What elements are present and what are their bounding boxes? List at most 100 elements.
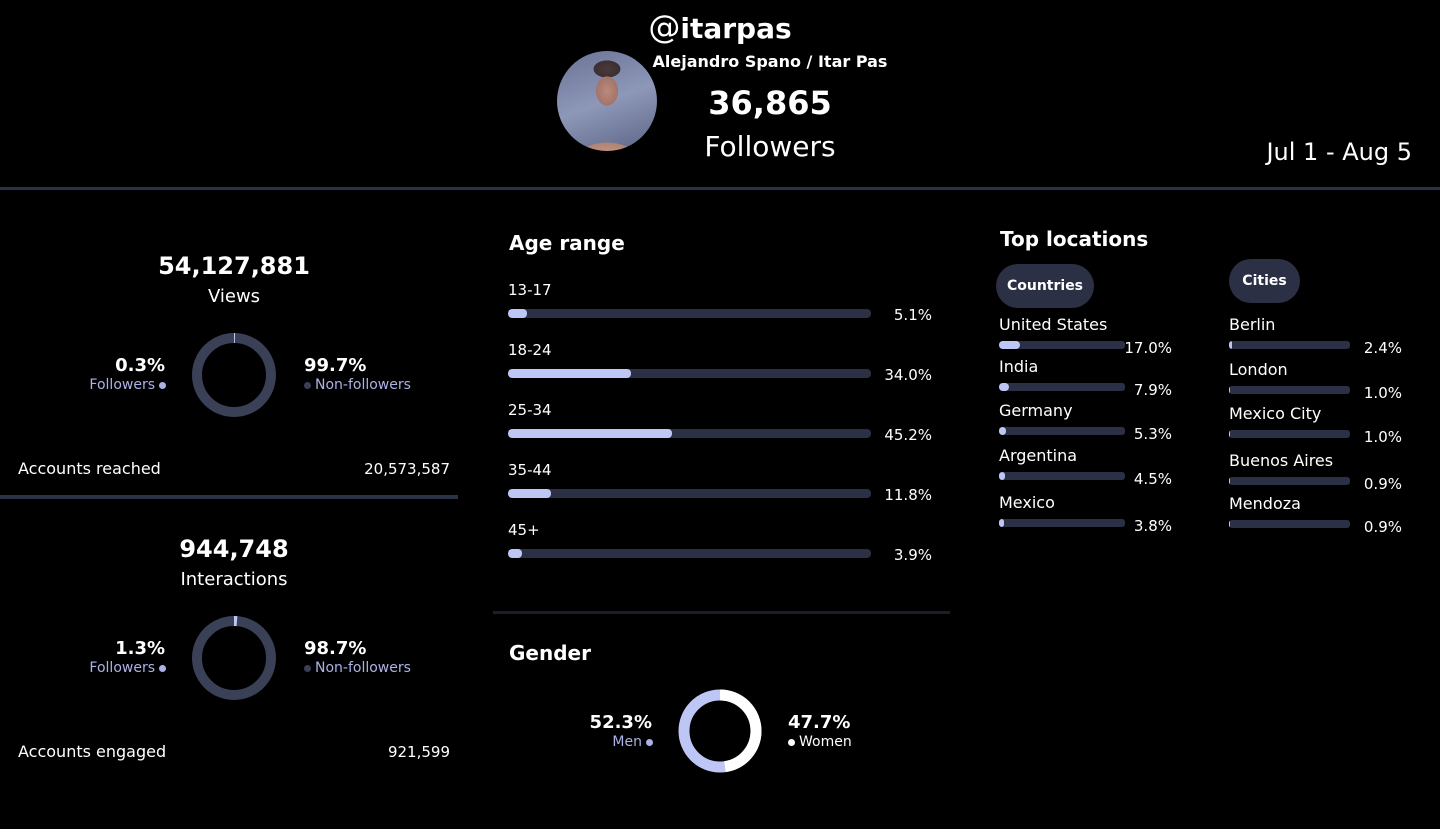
men-legend: Men <box>560 734 653 750</box>
location-bar-track <box>999 519 1125 527</box>
location-bar-track <box>1229 386 1350 394</box>
date-range: Jul 1 - Aug 5 <box>1266 138 1412 166</box>
age-bar-track <box>508 549 871 558</box>
age-bar-track <box>508 309 871 318</box>
interactions-total: 944,748 <box>179 535 289 563</box>
followers-count: 36,865 <box>708 84 832 122</box>
tab-countries[interactable]: Countries <box>996 264 1094 308</box>
location-pct: 5.3% <box>1133 425 1172 443</box>
location-name: Mendoza <box>1229 494 1301 513</box>
interactions-nonfollowers-legend: Non-followers <box>300 660 411 676</box>
tab-cities[interactable]: Cities <box>1229 259 1300 303</box>
views-followers-arc <box>192 333 276 417</box>
location-name: Mexico <box>999 493 1055 512</box>
age-bar-track <box>508 489 871 498</box>
women-dot-icon <box>788 738 795 746</box>
followers-dot-icon <box>159 664 166 672</box>
women-arc <box>678 689 762 773</box>
views-nonfollowers-pct: 99.7% <box>304 355 367 376</box>
location-bar-track <box>999 427 1125 435</box>
age-bar-fill <box>508 309 527 318</box>
age-bar-fill <box>508 369 632 378</box>
location-name: Mexico City <box>1229 404 1322 423</box>
location-bar-fill <box>999 383 1009 391</box>
location-bar-track <box>1229 520 1350 528</box>
followers-label: Followers <box>704 130 836 163</box>
profile-handle: @itarpas <box>0 8 1440 46</box>
location-bar-fill <box>999 519 1004 527</box>
location-bar-track <box>999 383 1125 391</box>
men-pct: 52.3% <box>589 712 652 733</box>
location-pct: 4.5% <box>1133 470 1172 488</box>
location-name: Buenos Aires <box>1229 451 1334 470</box>
gender-title: Gender <box>509 641 591 665</box>
followers-dot-icon <box>159 381 166 389</box>
interactions-donut <box>192 616 276 700</box>
age-label: 35-44 <box>508 461 552 479</box>
age-bar-track <box>508 369 871 378</box>
legend-label: Followers <box>89 660 155 676</box>
legend-label: Followers <box>89 377 155 393</box>
location-pct: 3.8% <box>1133 517 1172 535</box>
views-nonfollowers-legend: Non-followers <box>300 377 411 393</box>
age-label: 18-24 <box>508 341 552 359</box>
location-bar-track <box>999 341 1125 349</box>
views-followers-legend: Followers <box>40 377 166 393</box>
accounts-engaged-value: 921,599 <box>387 743 450 761</box>
interactions-followers-pct: 1.3% <box>115 638 165 659</box>
location-pct: 7.9% <box>1133 381 1172 399</box>
location-name: Germany <box>999 401 1073 420</box>
location-bar-track <box>1229 477 1350 485</box>
age-label: 25-34 <box>508 401 552 419</box>
nonfollowers-dot-icon <box>304 664 311 672</box>
nonfollowers-dot-icon <box>304 381 311 389</box>
age-label: 13-17 <box>508 281 552 299</box>
location-bar-track <box>1229 341 1350 349</box>
interactions-nonfollowers-pct: 98.7% <box>304 638 367 659</box>
location-pct: 0.9% <box>1363 475 1402 493</box>
location-bar-fill <box>999 341 1021 349</box>
age-bar-fill <box>508 429 673 438</box>
age-pct: 45.2% <box>884 426 932 444</box>
men-dot-icon <box>646 738 653 746</box>
avatar <box>557 51 657 151</box>
interactions-donut-ring <box>192 616 276 700</box>
location-bar-fill <box>999 427 1006 435</box>
location-bar-fill <box>999 472 1005 480</box>
location-pct: 2.4% <box>1363 339 1402 357</box>
age-bar-track <box>508 429 871 438</box>
legend-label: Non-followers <box>315 660 411 676</box>
age-pct: 34.0% <box>884 366 932 384</box>
location-pct: 1.0% <box>1363 428 1402 446</box>
at-symbol: @ <box>648 8 681 46</box>
location-bar-fill <box>1229 520 1231 528</box>
location-bar-fill <box>1229 386 1231 394</box>
accounts-reached-label: Accounts reached <box>18 459 161 478</box>
age-bar-fill <box>508 549 523 558</box>
views-total: 54,127,881 <box>158 252 310 280</box>
location-name: Berlin <box>1229 315 1276 334</box>
gender-donut <box>678 689 762 773</box>
location-pct: 0.9% <box>1363 518 1402 536</box>
legend-label: Women <box>799 734 852 750</box>
location-bar-track <box>999 472 1125 480</box>
accounts-reached-value: 20,573,587 <box>364 460 450 478</box>
location-name: Argentina <box>999 446 1078 465</box>
location-bar-track <box>1229 430 1350 438</box>
views-donut <box>192 333 276 417</box>
interactions-followers-legend: Followers <box>40 660 166 676</box>
location-name: India <box>999 357 1039 376</box>
age-pct: 5.1% <box>893 306 932 324</box>
location-name: London <box>1229 360 1288 379</box>
location-pct: 17.0% <box>1124 339 1172 357</box>
women-legend: Women <box>784 734 852 750</box>
age-label: 45+ <box>508 521 540 539</box>
location-bar-fill <box>1229 477 1231 485</box>
views-donut-ring <box>192 333 276 417</box>
legend-label: Men <box>612 734 642 750</box>
interactions-followers-arc <box>192 616 276 700</box>
age-pct: 11.8% <box>884 486 932 504</box>
location-pct: 1.0% <box>1363 384 1402 402</box>
views-followers-pct: 0.3% <box>115 355 165 376</box>
age-pct: 3.9% <box>893 546 932 564</box>
